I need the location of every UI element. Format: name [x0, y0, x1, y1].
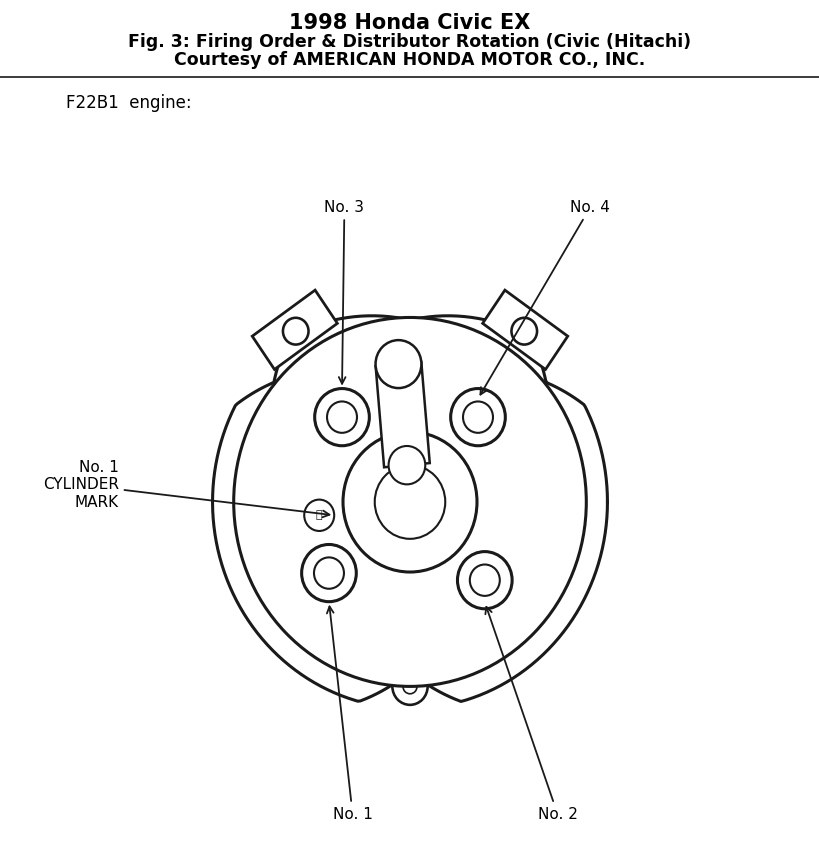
- Text: No. 3: No. 3: [324, 200, 364, 384]
- Text: Ⓐ: Ⓐ: [315, 511, 322, 520]
- Polygon shape: [212, 316, 607, 702]
- Circle shape: [450, 389, 505, 446]
- Polygon shape: [482, 290, 567, 370]
- Circle shape: [375, 340, 421, 388]
- Circle shape: [283, 317, 308, 345]
- Circle shape: [511, 317, 536, 345]
- Text: Courtesy of AMERICAN HONDA MOTOR CO., INC.: Courtesy of AMERICAN HONDA MOTOR CO., IN…: [174, 51, 645, 69]
- Circle shape: [402, 679, 417, 694]
- Circle shape: [374, 465, 445, 539]
- Circle shape: [301, 545, 356, 601]
- Text: Fig. 3: Firing Order & Distributor Rotation (Civic (Hitachi): Fig. 3: Firing Order & Distributor Rotat…: [129, 33, 690, 51]
- Text: 1998 Honda Civic EX: 1998 Honda Civic EX: [289, 13, 530, 33]
- Circle shape: [342, 432, 477, 572]
- Polygon shape: [375, 362, 429, 468]
- Circle shape: [314, 389, 369, 446]
- Text: No. 1: No. 1: [327, 607, 372, 821]
- Circle shape: [388, 446, 425, 485]
- Text: No. 4: No. 4: [480, 200, 609, 395]
- Circle shape: [233, 317, 586, 686]
- Text: No. 1
CYLINDER
MARK: No. 1 CYLINDER MARK: [43, 460, 329, 517]
- Circle shape: [463, 402, 492, 432]
- Circle shape: [327, 402, 356, 432]
- Text: F22B1  engine:: F22B1 engine:: [66, 94, 191, 112]
- Circle shape: [457, 552, 512, 609]
- Circle shape: [391, 668, 428, 705]
- Polygon shape: [252, 290, 337, 370]
- Text: No. 2: No. 2: [485, 607, 577, 821]
- Circle shape: [469, 565, 499, 595]
- Circle shape: [304, 499, 334, 531]
- Circle shape: [314, 558, 343, 589]
